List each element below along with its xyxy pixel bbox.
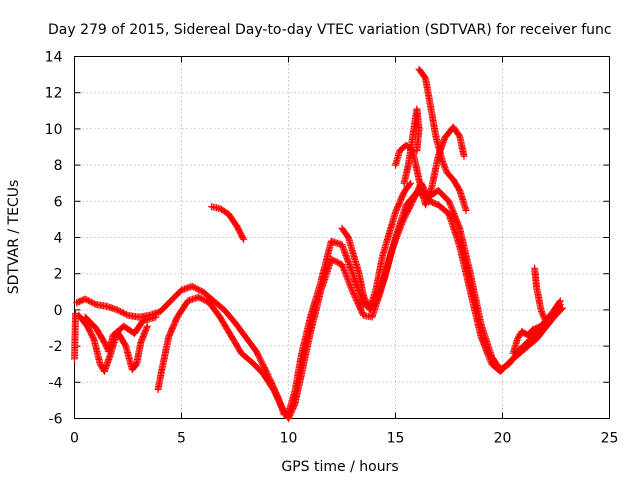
y-tick-label: 2: [54, 267, 63, 283]
data-point-markers: [415, 65, 470, 214]
y-tick-label: -2: [49, 339, 63, 355]
series-track-11: [71, 310, 80, 363]
y-tick-label: -4: [49, 375, 63, 391]
y-axis-label: SDTVAR / TECUs: [6, 180, 22, 295]
series-track-4: [154, 179, 566, 422]
data-point-markers: [338, 179, 414, 314]
x-tick-label: 5: [177, 431, 186, 447]
data-point-markers: [509, 301, 564, 357]
grid: [74, 56, 610, 419]
series-track-12: [509, 301, 564, 357]
y-tick-label: -6: [49, 412, 63, 428]
data-point-markers: [71, 310, 80, 363]
y-tick-label: 10: [45, 122, 63, 138]
y-tick-label: 6: [54, 194, 63, 210]
data-point-markers: [208, 203, 248, 243]
y-tick-label: 0: [54, 303, 63, 319]
data-marks: [71, 65, 566, 422]
series-track-6: [392, 123, 468, 209]
series-track-8: [400, 105, 423, 187]
y-tick-label: 12: [45, 86, 63, 102]
data-point-markers: [81, 313, 160, 355]
x-tick-label: 10: [280, 431, 298, 447]
x-axis-label: GPS time / hours: [281, 459, 398, 475]
x-tick-label: 0: [70, 431, 79, 447]
axis-ticks: 0 5 10 15 20 25 -6 -4 -2 0 2 4 6 8 10 12 14: [45, 50, 619, 447]
x-tick-label: 25: [601, 431, 619, 447]
y-tick-label: 8: [54, 158, 63, 174]
data-point-markers: [392, 123, 468, 209]
y-tick-label: 14: [45, 50, 63, 66]
series-track-3: [81, 313, 160, 355]
data-point-markers: [400, 105, 423, 187]
x-tick-label: 15: [387, 431, 405, 447]
series-track-9: [338, 179, 414, 314]
y-tick-label: 4: [54, 231, 63, 247]
series-track-7: [415, 65, 470, 214]
data-point-markers: [154, 179, 566, 422]
x-tick-label: 20: [494, 431, 512, 447]
chart-title: Day 279 of 2015, Sidereal Day-to-day VTE…: [48, 22, 612, 38]
series-track-5: [208, 203, 248, 243]
